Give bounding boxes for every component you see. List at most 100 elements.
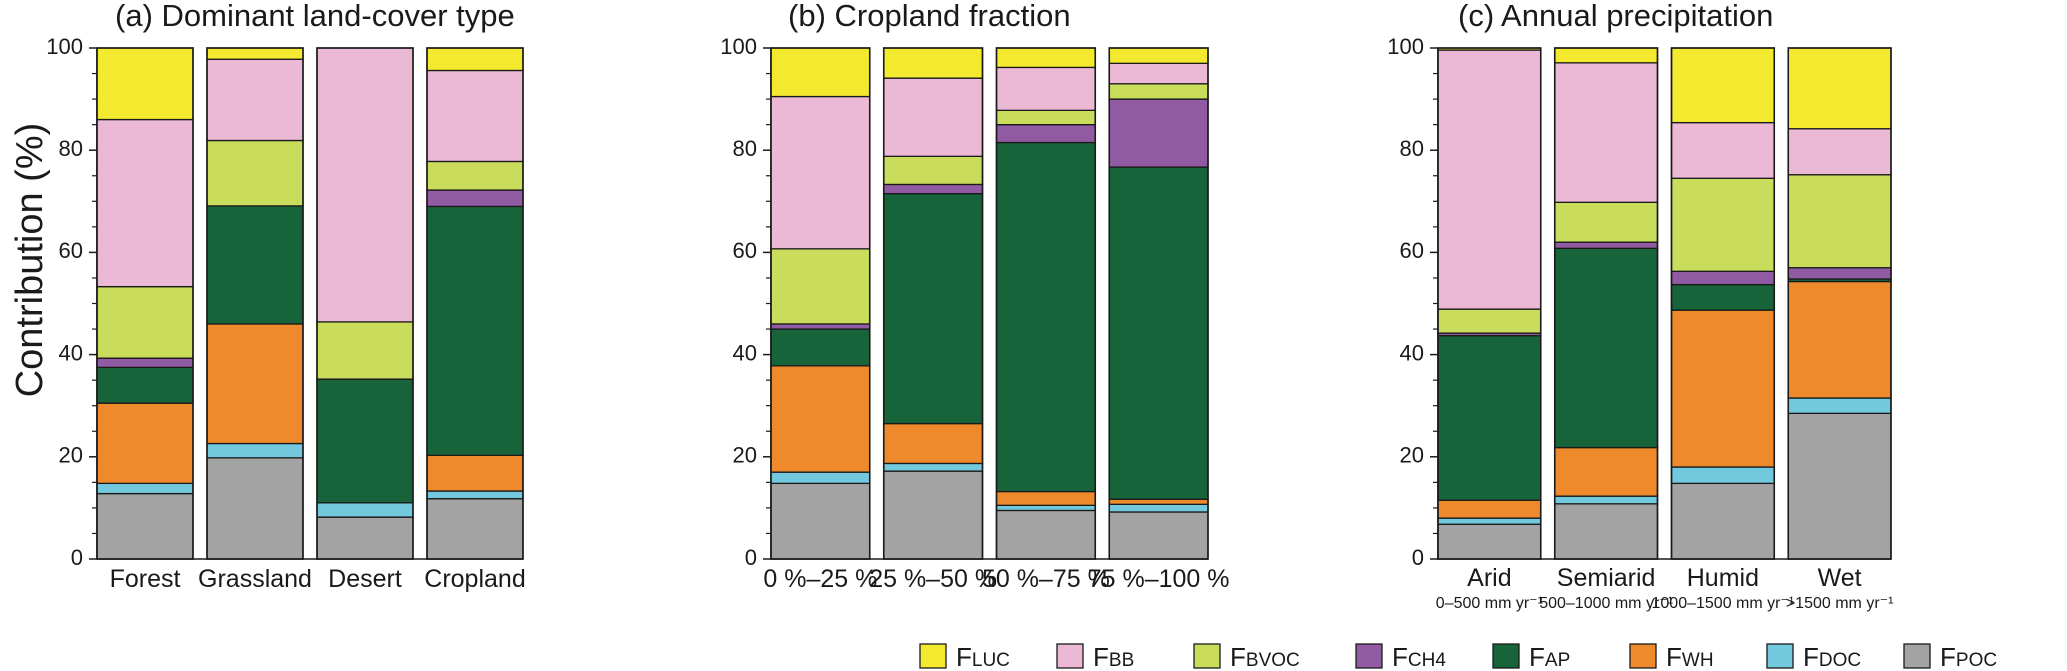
- legend-item-fluc: FLUC: [919, 642, 1010, 671]
- bar-segment-fluc: [1554, 47, 1659, 64]
- bar-segment-fluc: [883, 47, 984, 79]
- legend-label-base: F: [1666, 642, 1682, 671]
- category-label: 50 %–75 %: [982, 565, 1110, 593]
- bar-3: [426, 47, 524, 560]
- legend-label: FCH4: [1392, 642, 1446, 671]
- bar-segment-fluc: [96, 47, 194, 121]
- bar-segment-fap: [883, 192, 984, 425]
- legend-label: FLUC: [956, 642, 1010, 671]
- bar-segment-fap: [206, 205, 304, 325]
- bar-segment-fap: [995, 141, 1096, 493]
- category-label: Wet: [1818, 564, 1862, 592]
- bar-1: [206, 47, 304, 560]
- panel-1: (a) Dominant land-cover type 0 20 40 60 80 100…: [46, 0, 525, 593]
- bar-1: [1553, 47, 1659, 560]
- legend-label-sub: BVOC: [1246, 650, 1300, 671]
- bar-segment-fdoc: [206, 442, 304, 459]
- bar-segment-fpoc: [1437, 523, 1542, 560]
- category-label: Humid: [1687, 564, 1759, 592]
- bar-segment-fbvoc: [1554, 201, 1659, 243]
- panels: (a) Dominant land-cover type 0 20 40 60 80 100…: [46, 0, 1893, 612]
- bar-segment-fbvoc: [883, 155, 984, 186]
- bar-3: [1108, 47, 1209, 560]
- y-tick-label: 100: [720, 34, 757, 59]
- category-label: 75 %–100 %: [1088, 565, 1230, 593]
- legend-item-fdoc: FDOC: [1766, 642, 1861, 671]
- bar-segment-fch4: [1554, 241, 1659, 249]
- legend-swatch: [1056, 643, 1084, 669]
- bar-segment-fbvoc: [1670, 177, 1775, 272]
- bar-segment-fdoc: [1437, 517, 1542, 525]
- panel-2: (b) Cropland fraction 0 20 40 60 80 100 0 %–25 …: [720, 0, 1229, 593]
- y-tick-label: 100: [1387, 34, 1424, 59]
- bar-segment-fbvoc: [1108, 83, 1209, 100]
- bar-segment-fpoc: [426, 498, 524, 560]
- bar-segment-fluc: [1670, 47, 1775, 124]
- bar-segment-fap: [1554, 247, 1659, 449]
- legend-swatch: [1355, 643, 1383, 669]
- bar-segment-fbvoc: [426, 160, 524, 191]
- category-sublabel: 0–500 mm yr⁻¹: [1436, 595, 1543, 612]
- legend-label-base: F: [1230, 642, 1246, 671]
- bar-segment-fch4: [1787, 267, 1892, 280]
- bar-segment-fdoc: [1554, 495, 1659, 505]
- bar-segment-fch4: [770, 323, 871, 330]
- legend: FLUC FBB FBVOC FCH4 FAP FWH FDOC FPOC: [919, 642, 1997, 671]
- bar-segment-fwh: [770, 365, 871, 473]
- legend-label-base: F: [1392, 642, 1408, 671]
- category-label: Cropland: [424, 565, 525, 593]
- bar-segment-fdoc: [995, 504, 1096, 512]
- bar-2: [995, 47, 1097, 560]
- bar-segment-fch4: [1108, 98, 1209, 168]
- bar-segment-fbb: [1437, 49, 1542, 310]
- bar-segment-fluc: [426, 47, 524, 72]
- y-axis-label: Contribution (%): [9, 123, 51, 398]
- bar-segment-fluc: [1108, 47, 1209, 64]
- legend-label-sub: CH4: [1408, 650, 1446, 671]
- legend-label-base: F: [1940, 642, 1956, 671]
- bar-segment-fbvoc: [995, 109, 1096, 126]
- bar-segment-fwh: [1437, 499, 1542, 519]
- bar-segment-fpoc: [1670, 482, 1775, 560]
- bar-segment-fbvoc: [96, 285, 194, 359]
- bar-segment-fch4: [96, 357, 194, 369]
- bar-outline: [770, 47, 871, 560]
- category-label: 0 %–25 %: [763, 565, 877, 593]
- bar-segment-fluc: [1787, 47, 1892, 130]
- category-label: 25 %–50 %: [869, 565, 997, 593]
- legend-label: FDOC: [1803, 642, 1861, 671]
- bar-segment-fpoc: [1554, 503, 1659, 560]
- legend-label-sub: WH: [1682, 650, 1714, 671]
- bar-segment-fwh: [426, 454, 524, 492]
- bar-segment-fch4: [883, 183, 984, 195]
- y-tick-label: 80: [59, 136, 83, 161]
- bar-segment-fbb: [1787, 128, 1892, 176]
- bar-segment-fch4: [426, 189, 524, 208]
- legend-item-fch4: FCH4: [1355, 642, 1446, 671]
- bar-segment-fbvoc: [206, 139, 304, 207]
- bar-outline: [316, 47, 414, 560]
- legend-label-sub: AP: [1545, 650, 1570, 671]
- bar-segment-fbvoc: [316, 321, 414, 380]
- bar-outline: [426, 47, 524, 560]
- bar-outline: [1670, 47, 1776, 560]
- bar-segment-fdoc: [316, 502, 414, 518]
- y-tick-label: 20: [733, 443, 757, 468]
- legend-label-sub: BB: [1109, 650, 1134, 671]
- bar-segment-fbvoc: [770, 248, 871, 325]
- bar-outline: [1787, 47, 1892, 560]
- bar-segment-fdoc: [1670, 466, 1775, 485]
- bar-segment-fch4: [1670, 270, 1775, 286]
- bar-segment-fdoc: [426, 490, 524, 500]
- legend-item-fwh: FWH: [1629, 642, 1714, 671]
- legend-label-base: F: [1803, 642, 1819, 671]
- bar-segment-fwh: [1108, 498, 1209, 505]
- bar-segment-fbb: [96, 118, 194, 288]
- bar-segment-fbb: [995, 66, 1096, 111]
- legend-item-fap: FAP: [1492, 642, 1570, 671]
- legend-label: FWH: [1666, 642, 1714, 671]
- legend-item-fbb: FBB: [1056, 642, 1134, 671]
- bar-segment-fbvoc: [1787, 174, 1892, 269]
- bar-segment-fpoc: [770, 482, 871, 560]
